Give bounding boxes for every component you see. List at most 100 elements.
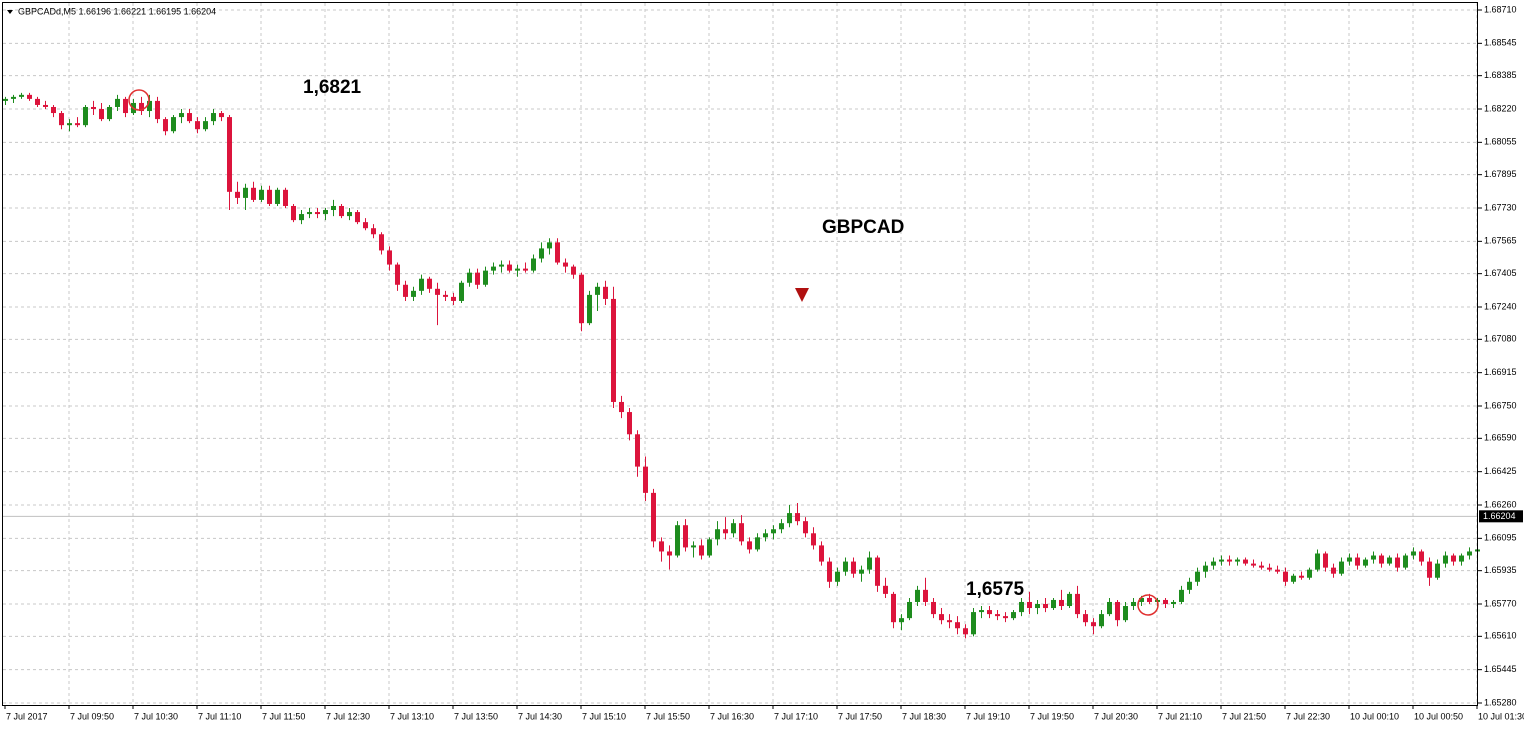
candle-body	[1299, 575, 1304, 578]
x-tick-label: 7 Jul 19:50	[1030, 711, 1074, 721]
candle-body	[107, 106, 112, 120]
candle-body	[899, 618, 904, 623]
candle-body	[723, 529, 728, 534]
candle-body	[1267, 567, 1272, 570]
candle-body	[211, 113, 216, 122]
candle-body	[355, 212, 360, 223]
candle-body	[1139, 597, 1144, 602]
candle-body	[979, 610, 984, 613]
candle-body	[299, 214, 304, 221]
y-tick-label: 1.67565	[1484, 236, 1517, 246]
y-tick-label: 1.67730	[1484, 202, 1517, 212]
y-tick-label: 1.66915	[1484, 367, 1517, 377]
candle-body	[99, 109, 104, 120]
candle-body	[555, 242, 560, 263]
candle-body	[1355, 557, 1360, 566]
candle-body	[1347, 557, 1352, 562]
candle-body	[387, 250, 392, 265]
candle-body	[315, 212, 320, 215]
candle-body	[435, 288, 440, 295]
candle-body	[627, 412, 632, 435]
candle-body	[667, 551, 672, 556]
candle-body	[611, 298, 616, 402]
candle-body	[1195, 571, 1200, 582]
candle-body	[539, 248, 544, 259]
y-tick-label: 1.67240	[1484, 301, 1517, 311]
candle-body	[307, 212, 312, 215]
candle-body	[1203, 565, 1208, 572]
candle-body	[1227, 559, 1232, 562]
candle-body	[947, 620, 952, 623]
y-tick-label: 1.66590	[1484, 433, 1517, 443]
candle-body	[635, 434, 640, 467]
candle-body	[251, 187, 256, 200]
candle-body	[1363, 559, 1368, 566]
candle-body	[579, 274, 584, 324]
candle-body	[1419, 551, 1424, 562]
x-tick-label: 7 Jul 11:10	[198, 711, 241, 721]
chart-header: GBPCADd,M5 1.66196 1.66221 1.66195 1.662…	[18, 6, 216, 16]
candle-body	[1451, 555, 1456, 562]
symbol-label: GBPCAD	[822, 217, 904, 238]
x-tick-label: 7 Jul 14:30	[518, 711, 562, 721]
candle-body	[763, 533, 768, 538]
candle-body	[891, 593, 896, 623]
y-tick-label: 1.68385	[1484, 70, 1517, 80]
candle-body	[195, 121, 200, 130]
candle-body	[1459, 555, 1464, 562]
candle-body	[1467, 551, 1472, 556]
candle-body	[795, 513, 800, 522]
candle-body	[403, 284, 408, 297]
candle-body	[595, 286, 600, 295]
candle-body	[1171, 601, 1176, 604]
y-tick-label: 1.68545	[1484, 38, 1517, 48]
candle-body	[179, 113, 184, 118]
candle-body	[1211, 561, 1216, 566]
candle-body	[1339, 561, 1344, 574]
candle-body	[1331, 567, 1336, 574]
x-tick-label: 7 Jul 15:10	[582, 711, 626, 721]
level-label: 1,6821	[303, 77, 362, 98]
candle-body	[1091, 622, 1096, 627]
x-tick-label: 7 Jul 22:30	[1286, 711, 1330, 721]
candle-body	[227, 117, 232, 192]
candle-body	[875, 557, 880, 586]
candle-body	[1307, 569, 1312, 578]
candle-body	[1427, 561, 1432, 578]
candle-body	[499, 264, 504, 267]
candle-body	[91, 106, 96, 109]
candle-body	[923, 589, 928, 602]
x-tick-label: 7 Jul 18:30	[902, 711, 946, 721]
touch-circle	[1137, 594, 1159, 616]
candle-body	[883, 585, 888, 594]
candle-body	[971, 612, 976, 635]
candle-body	[395, 264, 400, 285]
x-tick-label: 7 Jul 11:50	[262, 711, 305, 721]
x-tick-label: 7 Jul 21:50	[1222, 711, 1266, 721]
candle-body	[563, 262, 568, 267]
candle-body	[451, 296, 456, 301]
candle-body	[1323, 553, 1328, 568]
candle-body	[859, 569, 864, 574]
candle-body	[1067, 593, 1072, 607]
candle-body	[379, 234, 384, 251]
candle-body	[83, 106, 88, 126]
y-tick-label: 1.66260	[1484, 499, 1517, 509]
candle-body	[1011, 612, 1016, 619]
candle-body	[1163, 599, 1168, 604]
candle-body	[411, 290, 416, 297]
y-tick-label: 1.65935	[1484, 565, 1517, 575]
candle-body	[1051, 599, 1056, 609]
x-tick-label: 10 Jul 00:10	[1350, 711, 1399, 721]
candle-body	[515, 268, 520, 271]
candle-body	[171, 117, 176, 132]
candle-body	[787, 513, 792, 524]
candle-body	[1179, 589, 1184, 602]
touch-circle	[128, 89, 150, 111]
candle-body	[347, 212, 352, 217]
candle-body	[11, 96, 16, 99]
candle-body	[59, 113, 64, 126]
candle-body	[675, 525, 680, 556]
candle-body	[771, 529, 776, 534]
